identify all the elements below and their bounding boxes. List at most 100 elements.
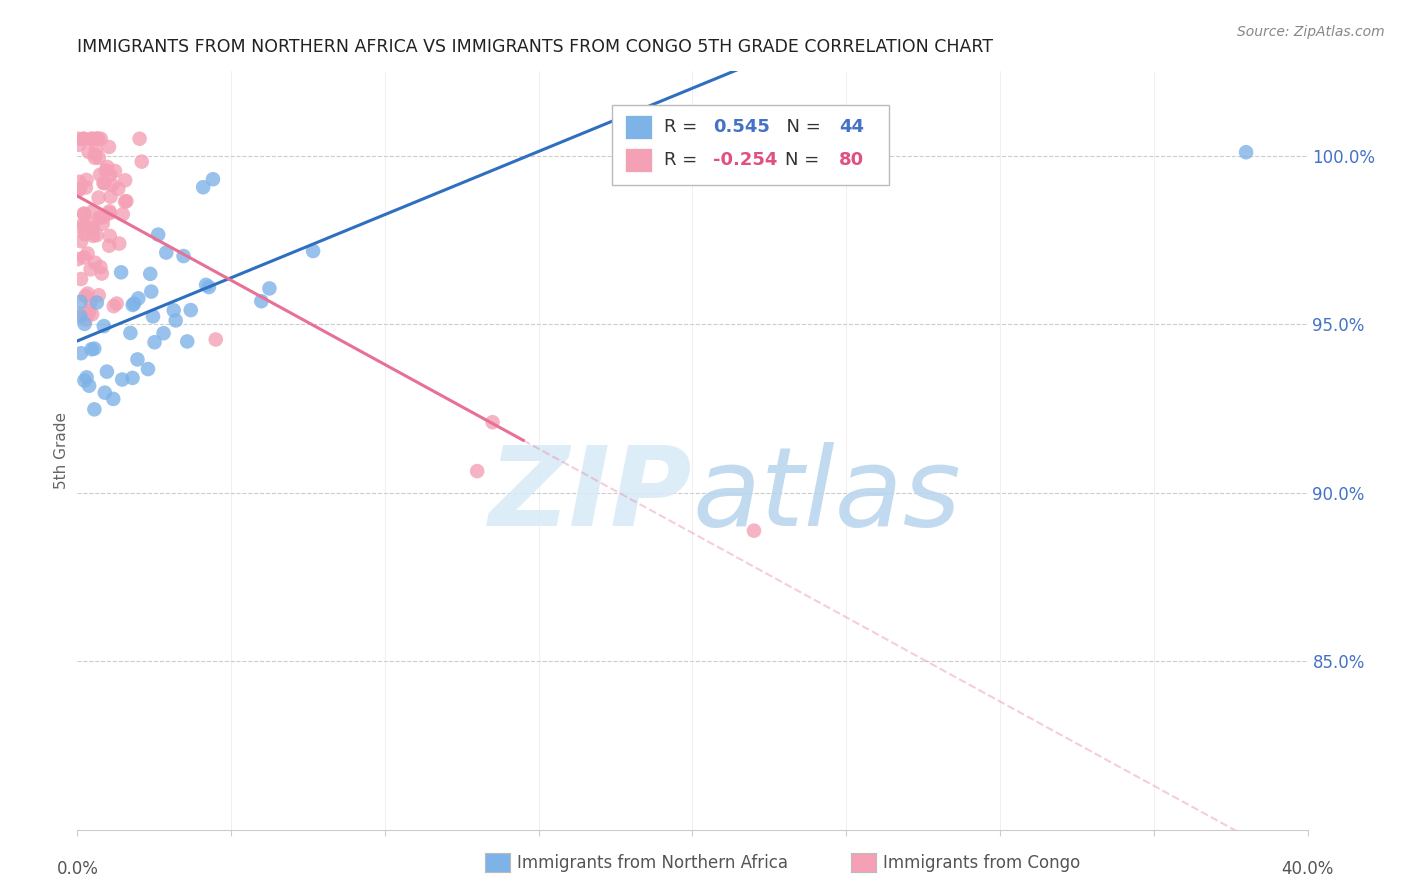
Text: Immigrants from Congo: Immigrants from Congo	[883, 854, 1080, 871]
Point	[69, 310, 91, 324]
Point	[77, 307, 100, 321]
Point	[83, 151, 105, 165]
Point	[93, 176, 115, 190]
Point	[82, 228, 104, 243]
Text: 0.545: 0.545	[713, 118, 770, 136]
Point	[259, 281, 281, 295]
Point	[73, 374, 96, 388]
Text: R =: R =	[664, 118, 703, 136]
Point	[84, 256, 107, 270]
Point	[67, 137, 90, 152]
Text: 44: 44	[839, 118, 863, 136]
Point	[98, 168, 121, 182]
Text: IMMIGRANTS FROM NORTHERN AFRICA VS IMMIGRANTS FROM CONGO 5TH GRADE CORRELATION C: IMMIGRANTS FROM NORTHERN AFRICA VS IMMIG…	[77, 38, 993, 56]
Bar	[624, 148, 652, 172]
Point	[152, 326, 174, 341]
Point	[80, 343, 103, 357]
Point	[98, 204, 121, 219]
Point	[180, 303, 202, 318]
Point	[80, 132, 103, 146]
Point	[107, 182, 129, 196]
Point	[1234, 145, 1257, 160]
Point	[76, 246, 98, 260]
Point	[94, 163, 117, 178]
Point	[98, 238, 121, 252]
Point	[73, 251, 96, 265]
Point	[76, 286, 98, 301]
Point	[103, 392, 125, 406]
Point	[114, 194, 136, 209]
Point	[80, 217, 103, 231]
Point	[87, 288, 110, 302]
Point	[70, 235, 93, 249]
Point	[86, 228, 108, 243]
Point	[77, 304, 100, 318]
Point	[86, 295, 108, 310]
Point	[67, 184, 90, 198]
Point	[104, 164, 127, 178]
Point	[139, 267, 162, 281]
Point	[163, 303, 186, 318]
Point	[79, 295, 101, 310]
Point	[101, 178, 124, 193]
Point	[89, 211, 111, 225]
Point	[302, 244, 325, 258]
Point	[114, 173, 136, 187]
Point	[67, 252, 90, 266]
Point	[465, 464, 488, 478]
Point	[77, 378, 100, 392]
Point	[67, 132, 90, 146]
Text: Immigrants from Northern Africa: Immigrants from Northern Africa	[517, 854, 789, 871]
Point	[110, 265, 132, 279]
Point	[115, 194, 138, 208]
Point	[82, 204, 104, 219]
Point	[98, 206, 121, 220]
Point	[75, 180, 97, 194]
Point	[82, 221, 104, 235]
Point	[108, 236, 131, 251]
FancyBboxPatch shape	[613, 105, 890, 186]
Point	[105, 296, 128, 310]
Point	[89, 260, 111, 274]
Point	[73, 132, 96, 146]
Point	[201, 172, 224, 186]
Point	[111, 372, 134, 386]
Point	[87, 132, 110, 146]
Point	[122, 296, 145, 310]
Point	[121, 298, 143, 312]
Point	[481, 415, 503, 429]
Point	[79, 262, 101, 277]
Point	[742, 524, 765, 538]
Point	[87, 191, 110, 205]
Point	[86, 132, 108, 146]
Point	[143, 335, 166, 350]
Point	[120, 326, 142, 340]
Point	[73, 207, 96, 221]
Point	[75, 289, 97, 303]
Point	[142, 310, 165, 324]
Point	[73, 132, 96, 146]
Text: Source: ZipAtlas.com: Source: ZipAtlas.com	[1237, 25, 1385, 39]
Point	[103, 299, 125, 313]
Point	[195, 277, 218, 292]
Point	[93, 210, 115, 224]
Point	[90, 132, 112, 146]
Point	[165, 313, 187, 327]
Point	[146, 227, 169, 242]
Point	[75, 312, 97, 326]
Point	[93, 176, 115, 190]
Point	[70, 346, 93, 360]
Point	[75, 173, 97, 187]
Text: -0.254: -0.254	[713, 151, 778, 169]
Point	[83, 147, 105, 161]
Y-axis label: 5th Grade: 5th Grade	[53, 412, 69, 489]
Point	[93, 319, 115, 334]
Point	[69, 294, 91, 309]
Point	[70, 220, 93, 235]
Text: 80: 80	[839, 151, 863, 169]
Point	[70, 307, 93, 321]
Text: N =: N =	[775, 118, 827, 136]
Text: ZIP: ZIP	[489, 442, 693, 549]
Point	[83, 342, 105, 356]
Point	[204, 333, 226, 347]
